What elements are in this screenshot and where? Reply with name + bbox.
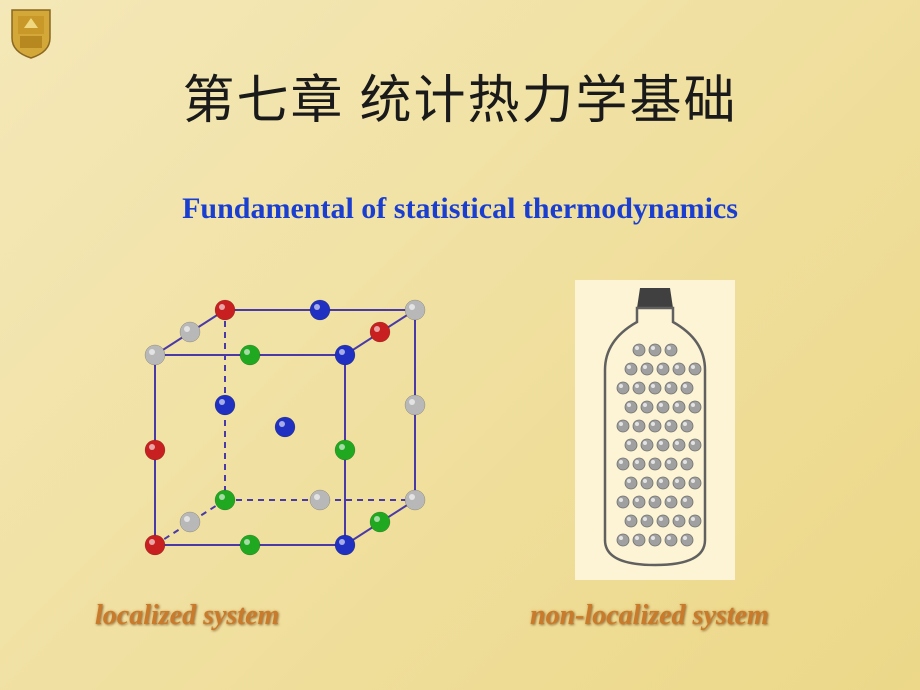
bottle-diagram (575, 280, 735, 580)
chapter-title-english: Fundamental of statistical thermodynamic… (0, 192, 920, 226)
chapter-title-chinese: 第七章 统计热力学基础 (0, 58, 920, 133)
lattice-diagram (125, 295, 405, 575)
diagram-area: localized system non-localized system (0, 280, 920, 660)
nonlocalized-label: non-localized system (530, 600, 769, 632)
localized-label: localized system (95, 600, 279, 632)
university-logo (10, 8, 52, 60)
